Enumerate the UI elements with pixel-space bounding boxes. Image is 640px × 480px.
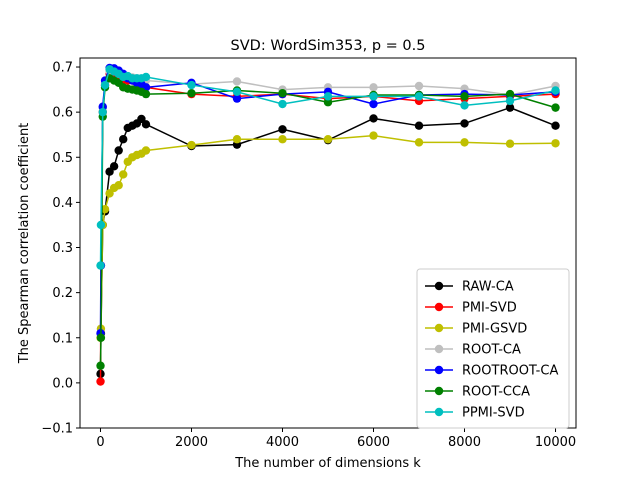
data-point-root-cca xyxy=(323,98,333,107)
data-point-pmi-gsvd xyxy=(278,135,287,144)
data-point-pmi-gsvd xyxy=(323,135,333,144)
data-point-root-ca xyxy=(369,83,378,92)
data-point-raw-ca xyxy=(414,121,424,130)
data-point-pmi-gsvd xyxy=(187,140,196,150)
data-point-pmi-gsvd xyxy=(369,131,378,140)
x-axis-ticks: 0 2000 4000 6000 8000 10000 xyxy=(96,428,576,450)
y-tick-label: −0.1 xyxy=(41,422,73,437)
series-ppmi-svd xyxy=(96,65,560,270)
y-tick-label: 0.4 xyxy=(52,196,73,211)
data-point-root-cca xyxy=(96,333,106,342)
legend-item-raw-ca: RAW-CA xyxy=(425,280,514,295)
data-point-rootroot-ca xyxy=(369,99,378,109)
data-point-ppmi-svd xyxy=(96,220,106,230)
legend-label-root-ca: ROOT-CA xyxy=(462,343,521,358)
data-point-ppmi-svd xyxy=(551,86,560,95)
x-tick-label: 0 xyxy=(96,435,104,450)
data-point-ppmi-svd xyxy=(98,107,107,117)
y-axis-ticks: −0.1 0.0 0.1 0.2 0.3 0.4 0.5 0.6 0.7 xyxy=(41,61,80,437)
legend-marker-ppmi-svd xyxy=(434,407,444,417)
data-point-pmi-gsvd xyxy=(141,146,151,155)
x-tick-label: 10000 xyxy=(535,435,576,450)
legend-label-ppmi-svd: PPMI-SVD xyxy=(462,406,525,421)
legend-item-ppmi-svd: PPMI-SVD xyxy=(425,406,525,421)
data-point-ppmi-svd xyxy=(187,80,196,90)
data-point-ppmi-svd xyxy=(369,92,378,101)
legend-item-pmi-svd: PMI-SVD xyxy=(425,301,517,316)
data-point-raw-ca xyxy=(551,121,560,130)
data-point-pmi-gsvd xyxy=(100,204,110,214)
legend-marker-raw-ca xyxy=(434,281,444,291)
x-tick-label: 8000 xyxy=(448,435,481,450)
data-point-ppmi-svd xyxy=(141,72,151,82)
data-point-pmi-gsvd xyxy=(114,181,123,190)
data-point-ppmi-svd xyxy=(100,80,110,90)
data-point-raw-ca xyxy=(505,103,515,112)
data-point-root-ca xyxy=(232,77,242,86)
y-tick-label: 0.0 xyxy=(52,376,73,391)
data-point-root-cca xyxy=(141,89,151,99)
legend-item-rootroot-ca: ROOTROOT-CA xyxy=(425,364,558,379)
legend: RAW-CA PMI-SVD PMI-GSVD ROOT-CA ROOTROOT-CA R… xyxy=(416,268,570,429)
y-tick-label: 0.3 xyxy=(52,241,73,256)
y-tick-label: 0.2 xyxy=(52,286,73,301)
data-point-root-cca xyxy=(505,89,515,99)
data-point-raw-ca xyxy=(109,162,119,171)
legend-item-root-cca: ROOT-CCA xyxy=(425,385,530,400)
y-tick-label: 0.7 xyxy=(52,61,73,76)
legend-label-root-cca: ROOT-CCA xyxy=(462,385,530,400)
y-tick-label: 0.5 xyxy=(52,151,73,166)
data-point-ppmi-svd xyxy=(414,92,424,101)
data-point-pmi-gsvd xyxy=(414,138,424,147)
plot-frame xyxy=(79,57,577,429)
data-point-raw-ca xyxy=(119,135,128,144)
data-point-root-cca xyxy=(187,88,196,98)
data-point-pmi-svd xyxy=(96,377,105,386)
x-tick-label: 2000 xyxy=(175,435,208,450)
data-point-raw-ca xyxy=(278,125,287,134)
data-point-rootroot-ca xyxy=(232,94,242,103)
data-point-ppmi-svd xyxy=(278,99,287,109)
data-point-ppmi-svd xyxy=(505,96,515,106)
series-layer xyxy=(96,63,560,386)
data-point-pmi-gsvd xyxy=(505,139,515,148)
data-point-raw-ca xyxy=(141,120,151,129)
data-point-raw-ca xyxy=(369,114,378,123)
x-axis-label: The number of dimensions k xyxy=(234,456,421,471)
data-point-ppmi-svd xyxy=(460,101,469,110)
data-point-root-cca xyxy=(551,103,560,112)
x-tick-label: 4000 xyxy=(266,435,299,450)
y-axis-label: The Spearman correlation coefficient xyxy=(17,123,32,365)
legend-label-pmi-svd: PMI-SVD xyxy=(462,301,517,316)
data-point-root-ca xyxy=(414,81,424,91)
y-tick-label: 0.1 xyxy=(52,331,73,346)
legend-marker-rootroot-ca xyxy=(434,365,444,375)
legend-marker-pmi-gsvd xyxy=(434,323,444,333)
data-point-pmi-gsvd xyxy=(460,138,469,147)
legend-item-root-ca: ROOT-CA xyxy=(425,343,521,358)
legend-item-pmi-gsvd: PMI-GSVD xyxy=(425,322,527,337)
data-point-root-cca xyxy=(96,361,105,370)
legend-marker-root-cca xyxy=(434,386,444,396)
y-tick-label: 0.6 xyxy=(52,106,73,121)
legend-label-pmi-gsvd: PMI-GSVD xyxy=(462,322,527,337)
legend-label-rootroot-ca: ROOTROOT-CA xyxy=(462,364,558,379)
data-point-root-cca xyxy=(460,92,469,101)
data-point-root-cca xyxy=(278,88,287,98)
data-point-pmi-gsvd xyxy=(551,139,560,148)
legend-marker-pmi-svd xyxy=(434,302,444,312)
data-point-raw-ca xyxy=(460,119,469,128)
chart-title: SVD: WordSim353, p = 0.5 xyxy=(231,38,426,54)
data-point-ppmi-svd xyxy=(232,87,242,97)
data-point-ppmi-svd xyxy=(323,92,333,101)
legend-label-raw-ca: RAW-CA xyxy=(462,280,514,295)
legend-box xyxy=(416,268,570,429)
legend-marker-root-ca xyxy=(434,344,444,354)
data-point-raw-ca xyxy=(114,146,123,155)
x-tick-label: 6000 xyxy=(357,435,390,450)
data-point-pmi-gsvd xyxy=(232,135,242,144)
data-point-pmi-gsvd xyxy=(119,170,128,179)
data-point-ppmi-svd xyxy=(96,261,105,270)
